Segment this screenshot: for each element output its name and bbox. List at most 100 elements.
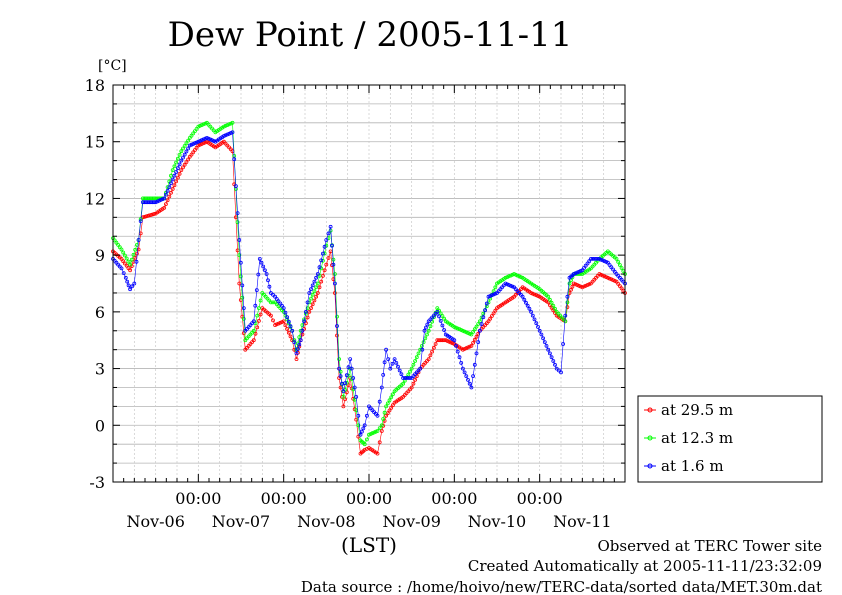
data-point <box>123 261 127 266</box>
data-point <box>309 287 313 292</box>
data-point <box>167 194 172 199</box>
data-point <box>469 343 474 348</box>
data-point <box>297 342 302 347</box>
data-point <box>352 385 357 390</box>
data-point <box>402 376 407 380</box>
data-point <box>530 313 535 318</box>
data-point <box>281 319 286 324</box>
data-point <box>563 313 568 318</box>
data-point <box>238 274 243 279</box>
data-point <box>172 173 177 178</box>
data-point <box>418 347 423 352</box>
data-point <box>344 373 349 378</box>
data-point <box>341 404 346 409</box>
data-point <box>442 316 447 321</box>
data-point <box>472 362 477 367</box>
data-point <box>271 300 275 305</box>
data-point <box>394 360 399 365</box>
data-point <box>506 274 511 279</box>
data-point <box>418 366 423 371</box>
data-point <box>123 275 128 280</box>
data-point <box>565 300 570 305</box>
data-point <box>290 328 295 333</box>
data-point <box>167 185 172 190</box>
data-point <box>324 262 329 267</box>
data-point <box>522 297 527 302</box>
data-point <box>460 366 465 371</box>
data-point <box>152 212 157 216</box>
data-point <box>356 423 361 428</box>
data-point <box>335 333 339 338</box>
data-point <box>554 366 559 371</box>
data-point <box>258 298 263 303</box>
data-point <box>153 196 158 201</box>
data-point <box>237 253 242 258</box>
data-point <box>399 372 404 377</box>
data-point <box>529 309 533 314</box>
data-point <box>546 347 551 352</box>
data-point <box>546 300 551 305</box>
data-point <box>235 220 240 225</box>
data-point <box>241 306 246 311</box>
data-point <box>134 259 139 264</box>
data-point <box>179 168 184 173</box>
data-point <box>307 291 312 295</box>
data-point <box>362 442 367 447</box>
data-point <box>525 303 530 308</box>
data-point <box>532 317 537 322</box>
data-point <box>326 231 331 236</box>
data-point <box>506 283 511 287</box>
data-point <box>590 256 595 261</box>
data-point <box>288 334 293 339</box>
data-point <box>169 190 173 195</box>
data-point <box>532 292 537 297</box>
y-tick-label: -3 <box>89 473 105 492</box>
data-point <box>337 366 342 371</box>
data-point <box>548 351 552 356</box>
data-point <box>310 292 315 297</box>
data-point <box>314 285 319 290</box>
data-point <box>392 357 397 362</box>
data-point <box>136 238 141 242</box>
data-point <box>317 265 322 270</box>
data-point <box>479 322 484 326</box>
data-point <box>172 183 177 188</box>
series-layer <box>111 120 627 456</box>
data-point <box>199 142 204 146</box>
data-point <box>419 343 424 348</box>
data-point <box>320 251 325 256</box>
data-point <box>414 355 419 360</box>
data-point <box>338 369 343 374</box>
y-tick-label: 0 <box>95 416 105 435</box>
data-point <box>565 305 570 310</box>
data-point <box>375 429 380 433</box>
series-line <box>112 122 626 445</box>
data-point <box>235 211 240 216</box>
data-point <box>315 272 320 276</box>
data-point <box>481 315 486 320</box>
data-point <box>163 192 168 197</box>
data-point <box>609 265 614 270</box>
data-point <box>527 306 532 311</box>
data-point <box>416 351 421 356</box>
data-point <box>536 325 540 329</box>
data-point <box>469 385 474 390</box>
data-point <box>413 359 418 363</box>
data-point <box>285 315 290 320</box>
data-point <box>305 300 310 305</box>
data-point <box>348 357 353 362</box>
data-point <box>175 166 180 171</box>
data-point <box>430 349 435 354</box>
data-point <box>408 376 412 380</box>
chart-title: Dew Point / 2005-11-11 <box>168 15 573 55</box>
data-point <box>437 314 441 319</box>
data-point <box>152 200 157 205</box>
data-point <box>384 413 389 418</box>
data-point <box>295 347 300 351</box>
data-point <box>335 314 339 319</box>
data-point <box>466 377 470 382</box>
data-point <box>332 272 337 276</box>
data-point <box>428 353 433 358</box>
data-point <box>422 328 427 333</box>
data-point <box>358 432 363 437</box>
